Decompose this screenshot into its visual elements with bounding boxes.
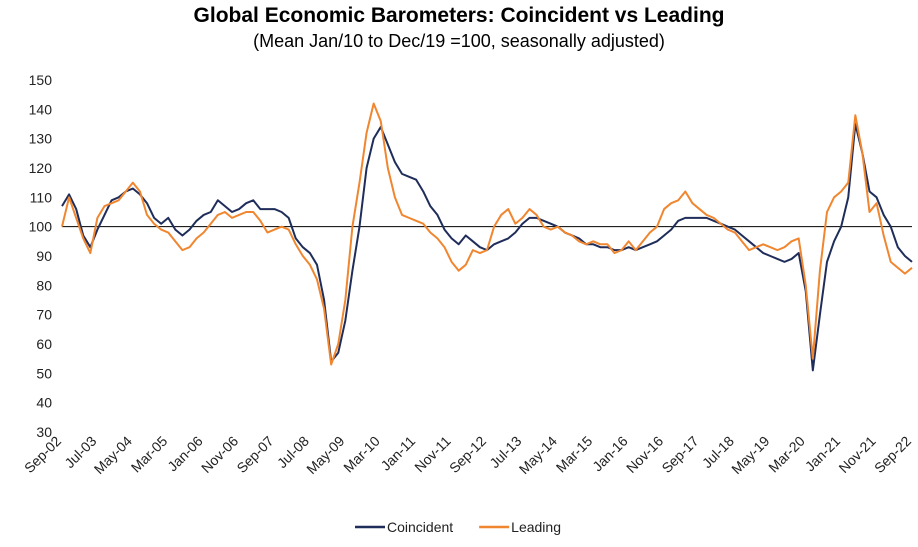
x-tick-label: Mar-20 (765, 433, 808, 476)
x-tick-label: Nov-11 (411, 433, 454, 476)
x-tick-label: Sep-07 (233, 433, 276, 476)
x-tick-label: Mar-15 (553, 433, 596, 476)
y-tick-label: 110 (30, 189, 53, 205)
x-tick-label: Jan-06 (164, 433, 206, 475)
x-tick-label: May-14 (516, 433, 560, 477)
y-tick-label: 40 (36, 395, 52, 411)
legend-label: Coincident (387, 519, 453, 535)
y-tick-label: 30 (36, 424, 52, 440)
y-tick-label: 70 (36, 307, 52, 323)
x-tick-label: Mar-05 (128, 433, 171, 476)
chart-title: Global Economic Barometers: Coincident v… (194, 4, 725, 27)
x-tick-label: May-04 (91, 433, 135, 477)
x-tick-label: Jan-21 (802, 433, 844, 475)
x-tick-label: May-19 (728, 433, 772, 477)
y-tick-label: 130 (29, 131, 53, 147)
series-line (61, 102, 913, 366)
x-tick-label: Nov-16 (623, 433, 666, 476)
x-tick-label: Sep-12 (446, 433, 489, 476)
y-tick-label: 80 (36, 277, 52, 293)
y-tick-label: 120 (29, 160, 53, 176)
y-tick-label: 90 (36, 248, 52, 264)
y-tick-label: 140 (29, 101, 53, 117)
chart-subtitle: (Mean Jan/10 to Dec/19 =100, seasonally … (253, 31, 665, 51)
x-tick-label: May-09 (303, 433, 347, 477)
y-tick-label: 100 (29, 219, 53, 235)
y-tick-label: 150 (29, 72, 53, 88)
x-tick-label: Nov-21 (835, 433, 878, 476)
x-tick-label: Sep-17 (658, 433, 701, 476)
legend-label: Leading (511, 519, 561, 535)
x-tick-label: Mar-10 (340, 433, 383, 476)
x-tick-label: Jan-16 (589, 433, 631, 475)
x-tick-label: Sep-22 (871, 433, 914, 476)
x-tick-label: Nov-06 (198, 433, 241, 476)
y-tick-label: 60 (36, 336, 52, 352)
x-tick-label: Jan-11 (377, 433, 418, 474)
y-tick-label: 50 (36, 365, 52, 381)
